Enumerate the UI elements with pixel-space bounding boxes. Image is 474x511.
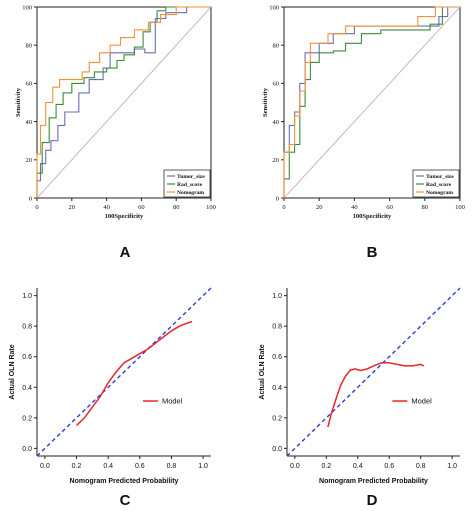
x-tick-label: 0.0 — [290, 463, 300, 470]
panel-d: 0.0 0.2 0.4 0.6 0.8 1.0 0.0 0.2 0.4 0.6 0.8 1.0 Nomo… — [259, 287, 461, 509]
reference-diagonal — [36, 6, 212, 199]
x-tick-label: 0.2 — [72, 463, 82, 470]
legend-label: Rad_score — [426, 182, 452, 188]
y-tick-label: 80 — [26, 43, 33, 50]
x-tick-label: 0 — [282, 204, 285, 211]
x-tick-label: 1.0 — [447, 463, 457, 470]
panel-c: 0.0 0.2 0.4 0.6 0.8 1.0 0.0 0.2 0.4 0.6 0.8 1.0 Nomo… — [9, 287, 212, 509]
y-axis-label: Sensitivity — [15, 87, 22, 117]
y-tick-label: 0.2 — [272, 415, 282, 422]
panel-a: 0 20 40 60 80 100 0 20 40 60 80 100 100Specificity Se… — [15, 4, 216, 261]
x-axis-label: Nomogram Predicted Probability — [319, 478, 428, 485]
ideal-calibration-line — [286, 287, 461, 457]
x-tick-label: 100 — [455, 204, 465, 211]
legend-label: Tumor_size — [177, 174, 205, 180]
panel-label: A — [120, 244, 131, 261]
y-axis-label: Sensitivity — [262, 87, 269, 117]
x-tick-label: 80 — [422, 204, 429, 211]
y-tick-label: 20 — [273, 157, 280, 164]
x-tick-label: 20 — [69, 204, 76, 211]
y-tick-label: 60 — [273, 81, 280, 88]
reference-diagonal — [283, 6, 461, 199]
y-tick-label: 40 — [26, 119, 33, 126]
y-tick-label: 0 — [29, 195, 32, 202]
x-tick-label: 0.8 — [416, 463, 426, 470]
y-tick-label: 100 — [269, 4, 279, 11]
x-tick-label: 100 — [206, 204, 216, 211]
x-axis-label: Nomogram Predicted Probability — [70, 478, 179, 485]
panel-label: B — [367, 244, 378, 261]
x-tick-label: 40 — [103, 204, 110, 211]
y-axis-label: Actual OLN Rate — [259, 344, 266, 399]
legend-label: Model — [411, 397, 432, 406]
x-axis-label: 100Specificity — [353, 213, 392, 220]
x-tick-label: 0.8 — [167, 463, 177, 470]
y-tick-label: 60 — [26, 81, 33, 88]
legend-label: Tumor_size — [426, 174, 454, 180]
x-tick-label: 40 — [351, 204, 358, 211]
y-tick-label: 0.8 — [22, 324, 32, 331]
roc-curve-rad-score — [283, 6, 460, 198]
x-tick-label: 60 — [138, 204, 145, 211]
roc-curve-tumor-size — [283, 6, 460, 198]
x-tick-label: 0.4 — [353, 463, 363, 470]
panel-label: C — [120, 492, 131, 509]
y-tick-label: 40 — [273, 119, 280, 126]
x-tick-label: 0.4 — [103, 463, 113, 470]
legend-label: Nomogram — [177, 190, 204, 196]
x-tick-label: 20 — [316, 204, 323, 211]
x-tick-label: 0.6 — [135, 463, 145, 470]
x-tick-label: 60 — [386, 204, 393, 211]
plot-frame — [283, 6, 461, 199]
y-tick-label: 1.0 — [22, 293, 32, 300]
x-axis-label: 100Specificity — [105, 213, 144, 220]
y-tick-label: 0 — [276, 195, 279, 202]
panel-label: D — [367, 492, 378, 509]
calibration-curve-model — [75, 320, 193, 427]
x-tick-label: 0.6 — [384, 463, 394, 470]
ideal-calibration-line — [36, 287, 212, 457]
y-tick-label: 80 — [273, 43, 280, 50]
x-tick-label: 80 — [173, 204, 180, 211]
y-tick-label: 0.2 — [22, 415, 32, 422]
roc-curve-tumor-size — [36, 6, 211, 198]
plot-frame — [36, 6, 212, 199]
roc-curve-nomogram — [36, 6, 211, 198]
y-tick-label: 0.6 — [22, 354, 32, 361]
y-tick-label: 0.6 — [272, 354, 282, 361]
y-tick-label: 0.4 — [22, 385, 32, 392]
x-tick-label: 0.2 — [321, 463, 331, 470]
legend-label: Model — [162, 397, 183, 406]
legend-label: Rad_score — [177, 182, 203, 188]
panel-b: 0 20 40 60 80 100 0 20 40 60 80 100 100Specificity Se… — [262, 4, 465, 261]
x-tick-label: 0 — [35, 204, 38, 211]
x-tick-label: 1.0 — [198, 463, 208, 470]
y-tick-label: 100 — [22, 4, 32, 11]
y-tick-label: 20 — [26, 157, 33, 164]
legend-label: Nomogram — [426, 190, 453, 196]
y-tick-label: 0.0 — [272, 446, 282, 453]
x-tick-label: 0.0 — [40, 463, 50, 470]
y-tick-label: 0.4 — [272, 385, 282, 392]
y-tick-label: 0.0 — [22, 446, 32, 453]
roc-curve-nomogram — [283, 6, 460, 198]
calibration-curve-model — [327, 362, 425, 428]
y-tick-label: 1.0 — [272, 293, 282, 300]
y-tick-label: 0.8 — [272, 324, 282, 331]
y-axis-label: Actual OLN Rate — [9, 344, 16, 399]
